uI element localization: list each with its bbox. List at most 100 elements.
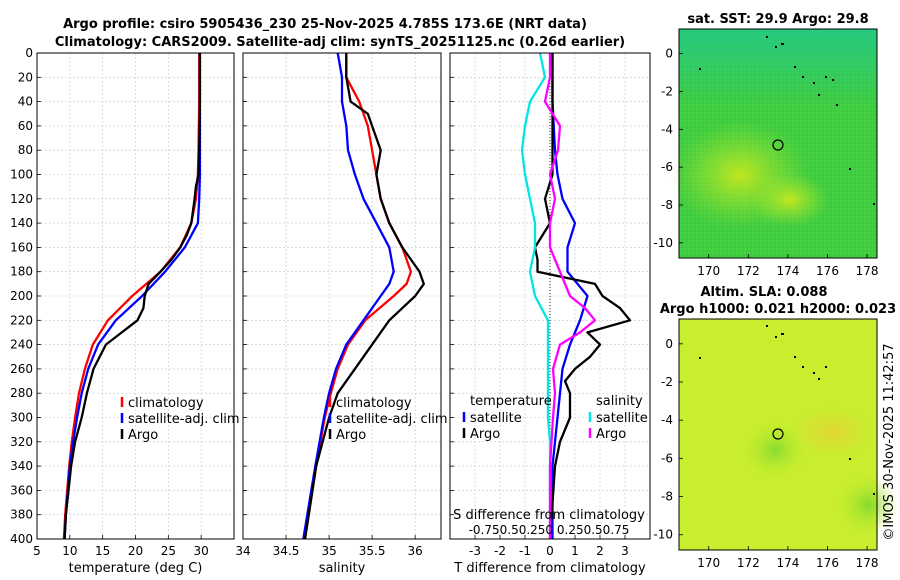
map-y-tick-label: 0 bbox=[665, 47, 673, 61]
temperature-profile-panel: 0 20 40 60 80 100 120 140 160 180 200 220 240 260 280 3… bbox=[10, 46, 240, 576]
x-tick-label: 1 bbox=[571, 544, 579, 558]
x-axis-label: salinity bbox=[319, 561, 366, 576]
title-line-2: Climatology: CARS2009. Satellite-adj cli… bbox=[55, 35, 625, 50]
x-tick-label: 25 bbox=[161, 544, 176, 558]
y-tick-label: 20 bbox=[18, 70, 33, 84]
x-tick-label: 3 bbox=[621, 544, 629, 558]
difference-profile-panel: -3 -2 -1 0 1 2 3 T difference from climatology t… bbox=[449, 52, 651, 576]
map-y-tick-label: -2 bbox=[661, 84, 673, 98]
sst-map: 170 172 174 176 178 0 -2 -4 -6 -8 -10 bbox=[653, 28, 879, 278]
y-tick-label: 240 bbox=[10, 338, 33, 352]
legend-label: satellite-adj. clim bbox=[336, 412, 448, 427]
sla-high-region bbox=[792, 407, 872, 457]
map-y-tick-label: -6 bbox=[661, 451, 673, 465]
x-tick-label: -3 bbox=[469, 544, 481, 558]
island-markers bbox=[699, 325, 875, 495]
plot-frame bbox=[36, 52, 235, 540]
series-line-salinity-satellite bbox=[520, 52, 552, 539]
x-tick-label: 35.5 bbox=[359, 544, 386, 558]
legend-label: climatology bbox=[128, 396, 204, 411]
y-tick-label: 320 bbox=[10, 435, 33, 449]
y-tick-label: 0 bbox=[25, 46, 33, 60]
top-x-axis-label: S difference from climatology bbox=[453, 508, 645, 523]
y-tick-label: 340 bbox=[10, 459, 33, 473]
imos-watermark: ©IMOS 30-Nov-2025 11:42:57 bbox=[882, 343, 897, 540]
sla-map-subtitle: Argo h1000: 0.021 h2000: 0.023 bbox=[660, 302, 896, 317]
y-tick-label: 380 bbox=[10, 508, 33, 522]
sst-map-title: sat. SST: 29.9 Argo: 29.8 bbox=[687, 12, 868, 27]
sla-map-frame bbox=[678, 318, 878, 551]
y-tick-label: 300 bbox=[10, 411, 33, 425]
x-tick-label: 36 bbox=[408, 544, 423, 558]
map-y-tick-label: -4 bbox=[661, 413, 673, 427]
map-x-tick-label: 178 bbox=[856, 264, 879, 278]
sst-warm-region bbox=[750, 172, 830, 228]
legend-label: climatology bbox=[336, 396, 412, 411]
x-tick-label: 0 bbox=[546, 544, 554, 558]
map-x-tick-label: 176 bbox=[816, 556, 839, 570]
y-tick-label: 400 bbox=[10, 532, 33, 546]
y-tick-label: 200 bbox=[10, 289, 33, 303]
sla-low-region bbox=[743, 422, 807, 478]
legend-label: satellite-adj. clim bbox=[128, 412, 240, 427]
legend-title-temperature: temperature bbox=[470, 394, 552, 409]
sla-map-axes: 170 172 174 176 178 0 -2 -4 -6 -8 -10 bbox=[653, 337, 878, 570]
x-tick-label: 15 bbox=[95, 544, 110, 558]
map-y-tick-label: -10 bbox=[653, 236, 673, 250]
series-line-climatology bbox=[303, 53, 413, 540]
map-y-tick-label: -8 bbox=[661, 198, 673, 212]
x-tick-label: 35 bbox=[321, 544, 336, 558]
map-y-tick-label: -8 bbox=[661, 490, 673, 504]
map-x-tick-label: 176 bbox=[816, 264, 839, 278]
y-tick-label: 120 bbox=[10, 192, 33, 206]
x-axis-label: T difference from climatology bbox=[453, 561, 646, 576]
sst-cool-region bbox=[679, 29, 877, 109]
sst-map-frame bbox=[678, 28, 878, 259]
x-tick-label: 2 bbox=[596, 544, 604, 558]
map-y-tick-label: -6 bbox=[661, 160, 673, 174]
x-tick-label: 10 bbox=[62, 544, 77, 558]
title-line-1: Argo profile: csiro 5905436_230 25-Nov-2… bbox=[63, 17, 587, 32]
x-tick-label: 34.5 bbox=[273, 544, 300, 558]
legend-label: satellite bbox=[596, 411, 648, 426]
map-y-tick-label: 0 bbox=[665, 337, 673, 351]
legend-label: Argo bbox=[470, 427, 500, 442]
legend-label: Argo bbox=[336, 428, 366, 443]
plot-frame bbox=[449, 52, 651, 540]
y-tick-label: 100 bbox=[10, 168, 33, 182]
salinity-profile-panel: 34 34.5 35 35.5 36 salinity climatologysatelli… bbox=[235, 52, 448, 576]
y-tick-label: 160 bbox=[10, 240, 33, 254]
series-line-satellite-adj-clim bbox=[302, 52, 395, 540]
y-tick-label: 220 bbox=[10, 313, 33, 327]
series-line-argo bbox=[63, 53, 202, 540]
sst-map-axes: 170 172 174 176 178 0 -2 -4 -6 -8 -10 bbox=[653, 47, 878, 278]
plot-frame bbox=[242, 52, 442, 540]
x-tick-label: -1 bbox=[519, 544, 531, 558]
top-x-tick-labels: -0.750.50.250 0.250.50.75 bbox=[469, 523, 630, 537]
x-axis-label: temperature (deg C) bbox=[69, 561, 203, 576]
argo-position-marker bbox=[772, 139, 784, 151]
argo-position-marker bbox=[772, 428, 784, 440]
legend-title-salinity: salinity bbox=[596, 394, 643, 409]
map-x-tick-label: 178 bbox=[856, 556, 879, 570]
y-tick-label: 180 bbox=[10, 265, 33, 279]
legend-label: Argo bbox=[596, 427, 626, 442]
map-y-tick-label: -2 bbox=[661, 375, 673, 389]
x-tick-label: 34 bbox=[235, 544, 250, 558]
y-tick-label: 140 bbox=[10, 216, 33, 230]
map-x-tick-label: 170 bbox=[697, 264, 720, 278]
x-tick-label: 30 bbox=[194, 544, 209, 558]
map-x-tick-label: 174 bbox=[776, 556, 799, 570]
y-tick-label: 260 bbox=[10, 362, 33, 376]
map-y-tick-label: -4 bbox=[661, 122, 673, 136]
y-tick-label: 80 bbox=[18, 143, 33, 157]
y-tick-label: 60 bbox=[18, 119, 33, 133]
map-x-tick-label: 172 bbox=[737, 264, 760, 278]
map-x-tick-label: 174 bbox=[776, 264, 799, 278]
legend-label: satellite bbox=[470, 411, 522, 426]
y-tick-label: 40 bbox=[18, 95, 33, 109]
x-tick-label: 5 bbox=[33, 544, 41, 558]
series-line-argo bbox=[303, 53, 425, 540]
map-x-tick-label: 170 bbox=[697, 556, 720, 570]
